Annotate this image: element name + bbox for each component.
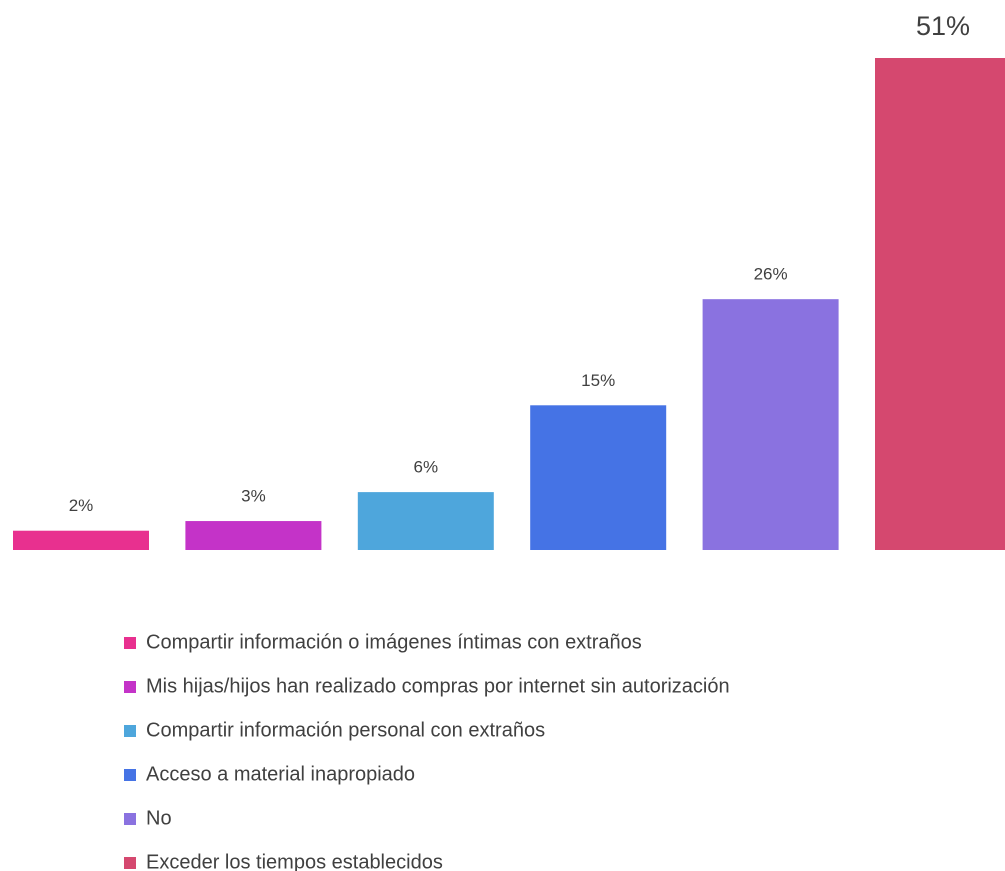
bar xyxy=(185,521,322,550)
legend-label: Acceso a material inapropiado xyxy=(146,763,415,785)
bar xyxy=(530,405,667,550)
data-label: 51% xyxy=(916,11,970,41)
data-label: 15% xyxy=(581,371,615,390)
data-label: 26% xyxy=(754,265,788,284)
data-label: 3% xyxy=(241,487,266,506)
bar xyxy=(13,530,149,550)
legend-label: Compartir información o imágenes íntimas… xyxy=(146,631,642,653)
legend-swatch xyxy=(124,813,136,825)
data-label: 2% xyxy=(69,496,94,515)
bar xyxy=(875,58,1005,550)
legend-label: No xyxy=(146,807,172,829)
legend-swatch xyxy=(124,681,136,693)
legend-label: Mis hijas/hijos han realizado compras po… xyxy=(146,675,730,697)
legend-swatch xyxy=(124,857,136,869)
legend-swatch xyxy=(124,637,136,649)
legend-swatch xyxy=(124,769,136,781)
data-label: 6% xyxy=(414,458,439,477)
legend-label: Exceder los tiempos establecidos xyxy=(146,851,443,871)
legend-swatch xyxy=(124,725,136,737)
legend-label: Compartir información personal con extra… xyxy=(146,719,545,741)
bar xyxy=(702,299,839,550)
bar xyxy=(357,492,494,550)
